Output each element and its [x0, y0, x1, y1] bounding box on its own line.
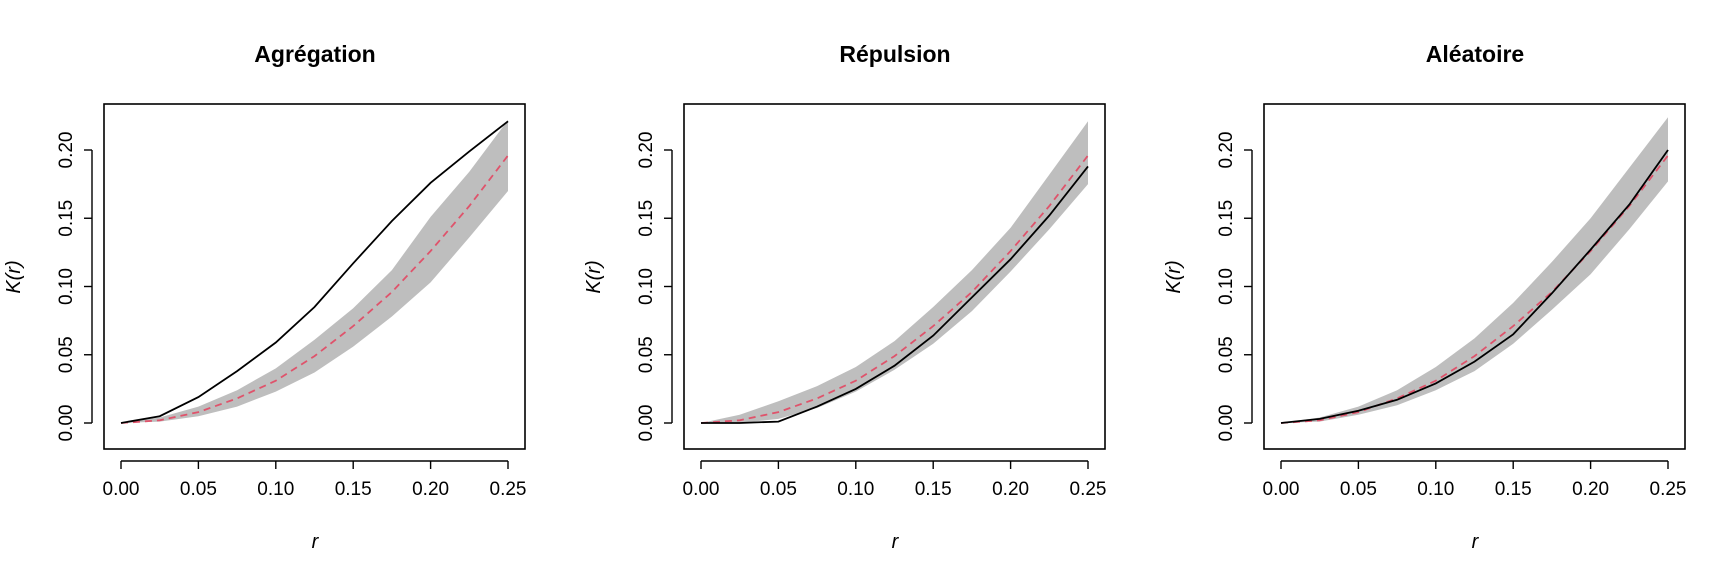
y-axis-label: K(r)	[583, 260, 605, 293]
x-tick-label: 0.00	[683, 479, 720, 500]
panel-aleatoire: Aléatoire 0.00 0.05 0.10 0.15 0.20 0.25 0.000…	[1163, 41, 1686, 553]
x-tick-label: 0.15	[1495, 479, 1532, 500]
y-tick-label: 0.00	[56, 405, 77, 442]
y-axis: 0.00 0.05 0.10 0.15 0.20	[56, 132, 93, 442]
x-tick-label: 0.25	[1070, 479, 1107, 500]
observed-line	[120, 120, 509, 424]
x-tick-label: 0.20	[412, 479, 449, 500]
y-tick-label: 0.05	[56, 336, 77, 373]
x-tick-label: 0.20	[992, 479, 1029, 500]
x-axis: 0.00 0.05 0.10 0.15 0.20 0.25	[1263, 460, 1687, 500]
x-tick-label: 0.15	[915, 479, 952, 500]
y-tick-label: 0.05	[1216, 336, 1237, 373]
series-group	[1280, 149, 1669, 424]
x-axis: 0.00 0.05 0.10 0.15 0.20 0.25	[683, 460, 1107, 500]
x-tick-label: 0.25	[490, 479, 527, 500]
x-tick-label: 0.05	[760, 479, 797, 500]
theoretical-line	[700, 154, 1089, 424]
x-tick-label: 0.00	[1263, 479, 1300, 500]
panel-title: Agrégation	[254, 41, 375, 67]
panel-title: Répulsion	[839, 41, 950, 67]
y-tick-label: 0.20	[1216, 132, 1237, 169]
panel-title: Aléatoire	[1426, 41, 1524, 67]
x-tick-label: 0.05	[180, 479, 217, 500]
x-axis-label: r	[1472, 531, 1480, 553]
y-tick-label: 0.20	[56, 132, 77, 169]
observed-line	[1280, 149, 1669, 424]
plot-frame	[683, 103, 1106, 450]
x-axis-label: r	[312, 531, 320, 553]
y-tick-label: 0.15	[1216, 200, 1237, 237]
y-tick-label: 0.05	[636, 336, 657, 373]
x-tick-label: 0.15	[335, 479, 372, 500]
x-tick-label: 0.00	[103, 479, 140, 500]
panel-repulsion: Répulsion 0.00 0.05 0.10 0.15 0.20 0.25 0.000…	[583, 41, 1106, 553]
panel-agregation: Agrégation 0.00 0.05 0.10 0.15 0.20 0.25 0.00…	[3, 41, 526, 553]
x-axis: 0.00 0.05 0.10 0.15 0.20 0.25	[103, 460, 527, 500]
y-tick-label: 0.00	[636, 405, 657, 442]
plot-frame	[1263, 103, 1686, 450]
y-tick-label: 0.10	[56, 268, 77, 305]
plot-frame	[103, 103, 526, 450]
y-tick-label: 0.00	[1216, 405, 1237, 442]
y-axis: 0.00 0.05 0.10 0.15 0.20	[1216, 132, 1253, 442]
series-group	[120, 120, 509, 424]
envelope-band	[701, 121, 1088, 424]
x-tick-label: 0.05	[1340, 479, 1377, 500]
y-tick-label: 0.10	[1216, 268, 1237, 305]
y-axis-label: K(r)	[3, 260, 25, 293]
envelope-band-group	[701, 121, 1088, 424]
x-tick-label: 0.25	[1650, 479, 1687, 500]
x-tick-label: 0.10	[1417, 479, 1454, 500]
theoretical-line	[1280, 154, 1669, 424]
y-tick-label: 0.10	[636, 268, 657, 305]
x-tick-label: 0.10	[837, 479, 874, 500]
theoretical-line	[120, 154, 509, 424]
x-tick-label: 0.20	[1572, 479, 1609, 500]
y-axis: 0.00 0.05 0.10 0.15 0.20	[636, 132, 673, 442]
y-tick-label: 0.15	[56, 200, 77, 237]
x-axis-label: r	[892, 531, 900, 553]
observed-line	[701, 165, 1089, 424]
y-tick-label: 0.20	[636, 132, 657, 169]
envelope-band	[121, 120, 508, 423]
envelope-band-group	[121, 120, 508, 423]
y-axis-label: K(r)	[1163, 260, 1185, 293]
x-tick-label: 0.10	[257, 479, 294, 500]
series-group	[700, 154, 1089, 424]
y-tick-label: 0.15	[636, 200, 657, 237]
